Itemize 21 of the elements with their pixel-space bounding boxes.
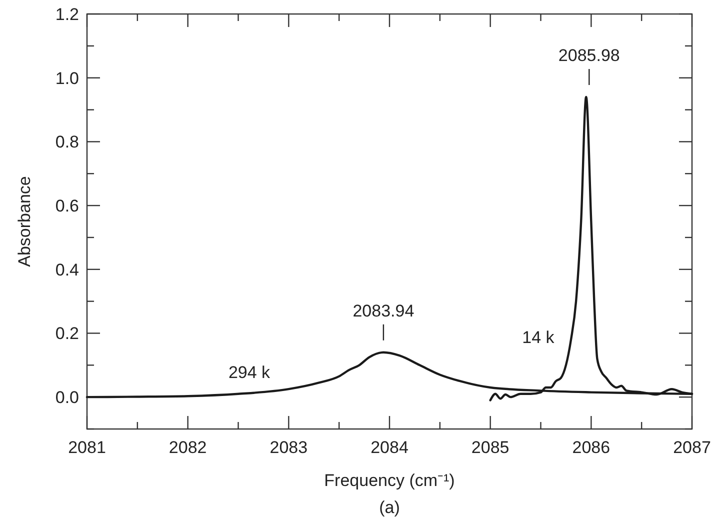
text: 1.0 <box>55 68 79 88</box>
x-tick-label: 2082 <box>168 438 207 457</box>
x-tick-label: 2083 <box>270 438 308 457</box>
text: (a) <box>379 498 400 517</box>
annotation: 2085.98 <box>558 46 620 65</box>
y-tick-label: 1.2 <box>55 5 79 24</box>
y-tick-label: 0.4 <box>55 260 79 280</box>
x-tick-label: 2087 <box>673 438 711 457</box>
x-tick-label: 2084 <box>370 438 408 457</box>
y-tick-label: 0.2 <box>55 324 79 344</box>
series-label: 294 k <box>228 362 271 382</box>
text: 0.0 <box>55 388 79 408</box>
x-tick-label: 2081 <box>68 438 106 457</box>
x-tick-label: 2086 <box>572 438 610 457</box>
annotation: 2083.94 <box>352 301 414 320</box>
x-axis-title: Frequency (cm⁻¹) <box>324 471 455 490</box>
y-axis-title: Absorbance <box>15 176 34 267</box>
y-tick-label: 0.6 <box>55 196 79 216</box>
series-label: 14 k <box>522 328 555 347</box>
y-tick-label: 0.8 <box>55 132 79 152</box>
x-tick-label: 2085 <box>471 438 510 457</box>
